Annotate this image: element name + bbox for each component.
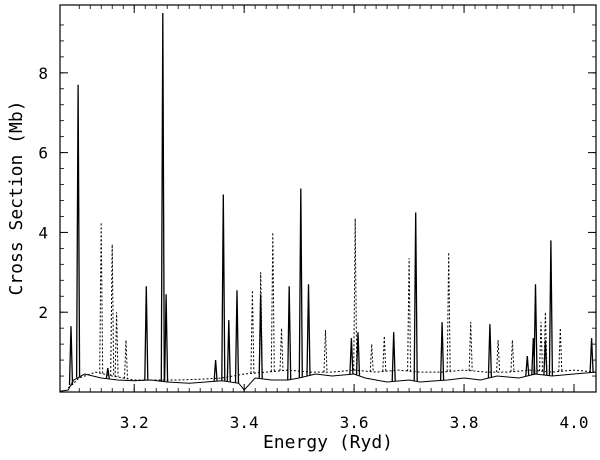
y-axis-label: Cross Section (Mb): [6, 100, 27, 295]
series-1-peak: [306, 284, 311, 376]
series-1-peak: [298, 188, 303, 378]
series-1-background-line: [59, 371, 597, 392]
x-tick-label: 3.6: [340, 413, 369, 432]
x-tick-label: 3.2: [120, 413, 149, 432]
series-2-peak: [270, 232, 275, 372]
x-tick-label: 4.0: [560, 413, 589, 432]
series-1-peak: [487, 324, 493, 378]
series-2-peak: [258, 272, 263, 373]
series-2-peak: [323, 330, 328, 373]
series-2-peak: [407, 258, 412, 372]
series-1-peak: [548, 240, 554, 376]
plot-area: 3.2 3.4 3.6 3.8 4.0 2 4 6 8: [38, 4, 597, 432]
series-2-peak: [114, 312, 119, 377]
y-tick-label: 2: [38, 303, 48, 322]
x-tick-label: 3.8: [450, 413, 479, 432]
plot-frame: [59, 4, 597, 393]
y-tick-label: 4: [38, 223, 48, 242]
series-2-peak: [558, 328, 563, 372]
series-1-peak: [221, 194, 226, 382]
y-tick-label: 8: [38, 64, 48, 83]
series-2-peak: [99, 222, 104, 374]
series-2-peak: [446, 252, 451, 372]
series-1-peak: [105, 368, 110, 379]
series-layer: [59, 12, 597, 392]
series-2-peak: [468, 322, 473, 371]
series-1-peak: [287, 286, 292, 380]
series-1-peak: [349, 338, 354, 375]
series-1-peak: [439, 322, 445, 381]
series-1-peak: [413, 212, 418, 382]
ticks-layer: 3.2 3.4 3.6 3.8 4.0 2 4 6 8: [38, 5, 596, 432]
series-2-peak: [250, 290, 255, 374]
series-2-peak: [279, 328, 284, 371]
series-1-peak: [144, 286, 149, 381]
x-axis-label: Energy (Ryd): [263, 432, 393, 453]
series-1-peak: [355, 332, 361, 376]
y-tick-label: 6: [38, 144, 48, 163]
series-1-peak: [234, 290, 240, 384]
series-2-peak: [110, 244, 115, 377]
series-2-peak: [539, 322, 543, 372]
series-2-peak: [369, 344, 374, 372]
series-2-peak: [496, 340, 501, 373]
series-1-peak: [533, 284, 538, 375]
series-1-peak: [213, 360, 218, 382]
x-tick-label: 3.4: [230, 413, 259, 432]
series-2-peak: [510, 340, 515, 372]
series-1-peak: [68, 326, 74, 386]
series-1-peak: [160, 12, 165, 382]
series-2-peak: [353, 218, 358, 371]
series-2-peak: [382, 336, 387, 372]
series-1-peak: [258, 294, 263, 379]
series-1-peak: [226, 320, 231, 382]
series-2-peak: [124, 340, 128, 379]
series-1-peak: [589, 338, 594, 373]
series-1-peak: [163, 294, 169, 382]
series-1-peak: [75, 84, 81, 378]
series-1-peak: [391, 332, 396, 382]
series-1-peak: [525, 356, 530, 377]
